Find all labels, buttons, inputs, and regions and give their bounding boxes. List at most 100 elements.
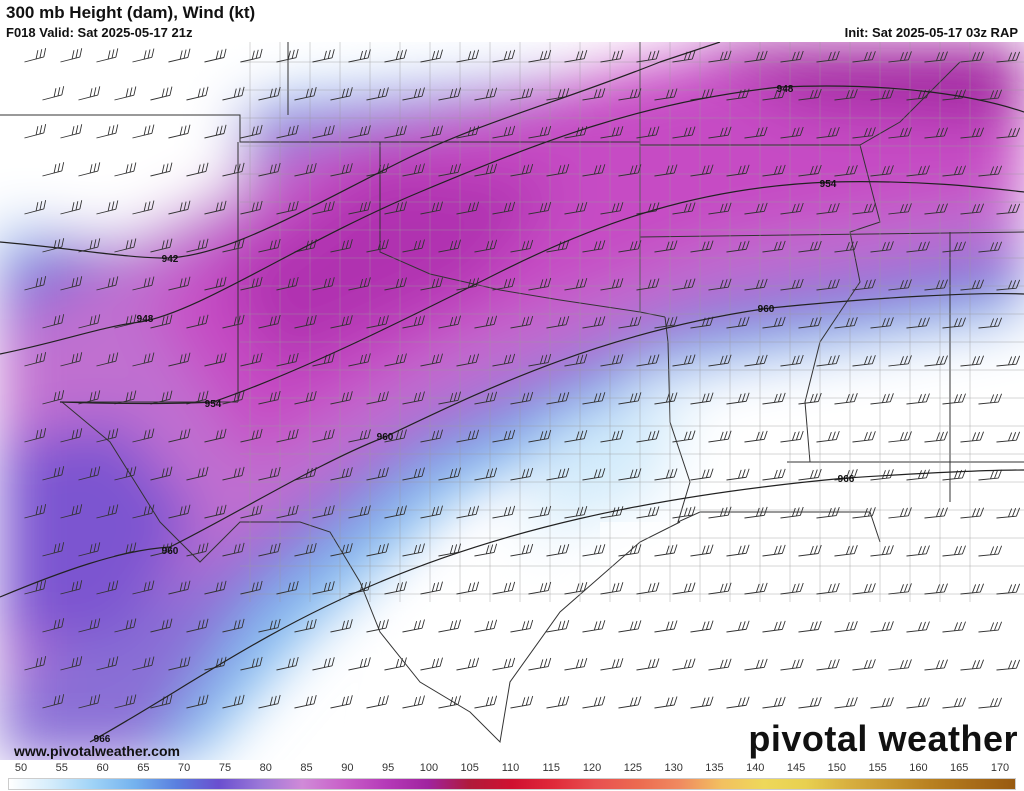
wind-speed-shading [0,42,1024,760]
wind-barb [24,580,47,595]
wind-barb [348,657,371,671]
wind-barb [492,353,516,367]
wind-barb [834,545,858,557]
wind-barb [582,620,606,633]
wind-barb [744,126,768,139]
wind-barb [60,428,83,443]
wind-barb [870,393,894,405]
wind-barb [996,279,1021,291]
wind-barb [888,203,912,215]
wind-barb [798,696,822,709]
wind-barb [978,165,1003,177]
wind-barb [564,658,588,671]
wind-barbs [24,48,1021,709]
wind-barb [78,86,101,101]
wind-barb [870,545,894,557]
wind-barb [132,656,155,671]
wind-barb [222,466,245,481]
wind-barb [672,658,696,671]
wind-barb [132,428,155,443]
wind-barb [564,50,588,63]
wind-barb [852,431,876,443]
wind-barb [798,240,822,253]
wind-barb [42,542,65,557]
wind-barb [708,126,732,139]
wind-barb [726,544,750,557]
wind-barb [708,50,732,63]
wind-barb [78,694,101,709]
wind-barb [312,125,335,139]
wind-barb [726,696,750,709]
contour-948 [0,85,1024,355]
wind-barb [276,276,299,291]
wind-barb [60,48,83,63]
wind-barb [744,506,768,519]
wind-barb [924,583,948,595]
wind-barb [960,127,984,139]
wind-barb [528,125,552,139]
wind-barb [474,619,498,633]
wind-barb [474,239,498,253]
wind-barb [798,164,822,177]
wind-barb [762,468,786,481]
wind-barb [258,618,281,633]
wind-barb [258,86,281,101]
wind-barb [276,352,299,367]
wind-barb [546,87,570,101]
wind-barb [294,163,317,177]
colorbar-tick-label: 140 [746,762,765,774]
wind-barb [402,87,425,101]
wind-barb [654,392,678,405]
wind-barb [168,504,191,519]
wind-barb [618,164,642,177]
wind-barb [744,202,768,215]
wind-barb [222,694,245,709]
colorbar-tick-label: 145 [786,762,806,774]
wind-barb [42,238,65,253]
wind-barb [600,430,624,443]
wind-barb [582,392,606,405]
wind-barb [888,659,912,671]
wind-barb [114,86,137,101]
wind-barb [618,240,642,253]
wind-barb [204,48,227,63]
wind-barb [942,545,966,557]
pivotal-weather-logo: pivotal weather [748,718,1018,759]
wind-barb [582,696,606,709]
contour-label: 948 [777,84,794,95]
colorbar-tick-label: 150 [827,762,847,774]
wind-barb [834,697,858,709]
wind-barb [924,659,948,671]
wind-barb [672,50,696,63]
wind-barb [744,278,768,291]
website-link[interactable]: www.pivotalweather.com [14,743,180,759]
wind-barb [438,695,462,709]
colorbar-tick-label: 110 [501,762,520,774]
colorbar-tick-label: 50 [14,762,28,774]
wind-barb [654,544,678,557]
wind-barb [942,165,966,177]
wind-barb [60,504,83,519]
wind-barb [528,657,552,671]
wind-barb [816,582,840,595]
wind-barb [870,89,894,101]
wind-barb [276,428,299,443]
wind-barb [96,124,119,139]
wind-barb [384,581,407,595]
wind-barb [186,238,209,253]
wind-barb [780,50,804,63]
contour-label: 960 [758,304,775,315]
wind-barb [924,355,948,367]
wind-barb [330,239,353,253]
wind-barb [222,542,245,557]
wind-barb [780,278,804,291]
wind-barb [834,241,858,253]
wind-barb [546,239,570,253]
wind-barb [600,278,624,291]
wind-barb [816,658,840,671]
wind-barb [672,354,696,367]
wind-barb [708,506,732,519]
wind-barb [402,315,425,329]
wind-barb [744,354,768,367]
wind-barb [150,314,173,329]
